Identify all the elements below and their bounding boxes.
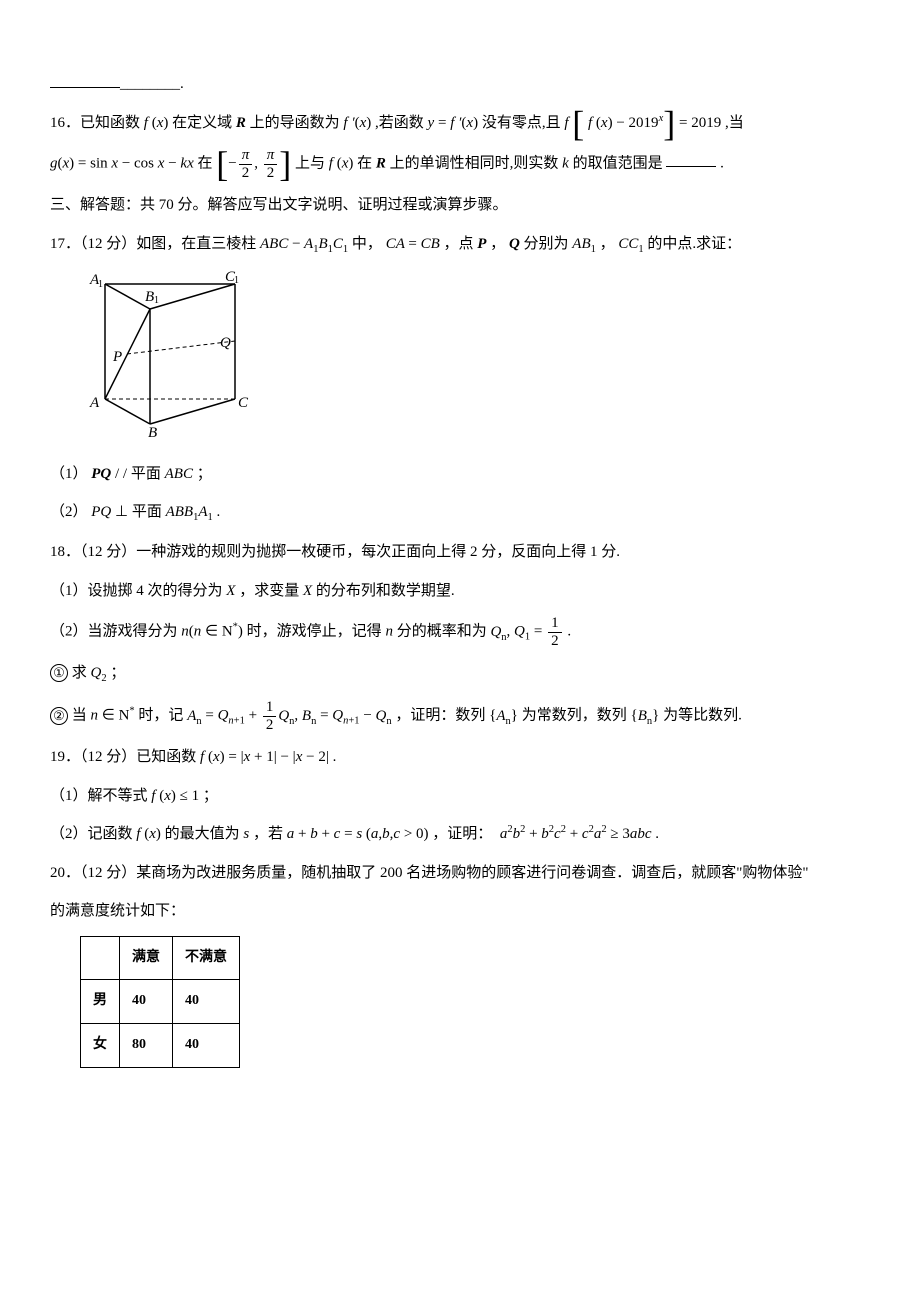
table-row: 女 80 40 xyxy=(81,1024,240,1068)
table-cell: 40 xyxy=(173,1024,240,1068)
q16-t1: 在定义域 xyxy=(172,115,232,131)
question-20-line1: 20．（12 分）某商场为改进服务质量，随机抽取了 200 名进场购物的顾客进行… xyxy=(50,859,870,888)
q18-s1b: ； xyxy=(110,665,125,681)
q16-l2b: 上与 xyxy=(295,155,325,171)
svg-text:1: 1 xyxy=(98,279,103,290)
document-page: ________. 16．已知函数 f (x) 在定义域 R 上的导函数为 f … xyxy=(0,0,920,1116)
q17-m3: ， xyxy=(490,236,505,252)
q17-p1-end: ； xyxy=(197,466,212,482)
q19-p2b: 的最大值为 xyxy=(165,826,240,842)
table-cell: 40 xyxy=(120,980,173,1024)
section-3-heading: 三、解答题：共 70 分。解答应写出文字说明、证明过程或演算步骤。 xyxy=(50,191,870,220)
q16-prefix: 16．已知函数 xyxy=(50,115,140,131)
q19-p1b: ； xyxy=(203,788,218,804)
svg-text:1: 1 xyxy=(234,275,239,286)
q18-p2c: 分的概率和为 xyxy=(397,624,487,640)
svg-text:1: 1 xyxy=(154,295,159,306)
question-16-line1: 16．已知函数 f (x) 在定义域 R 上的导函数为 f ′(x) ,若函数 … xyxy=(50,109,870,138)
table-cell: 满意 xyxy=(120,936,173,980)
q19-part2: （2）记函数 f (x) 的最大值为 s ，若 a + b + c = s (a… xyxy=(50,820,870,849)
svg-text:B: B xyxy=(148,425,157,439)
circled-2-icon: ② xyxy=(50,707,68,725)
prism-figure: A 1 B 1 C 1 A B C P Q xyxy=(80,269,870,450)
q18-s2b: 时，记 xyxy=(138,708,183,724)
q19-p2d: ，证明： xyxy=(432,826,492,842)
q19-p2c: ，若 xyxy=(253,826,283,842)
q17-p1-num: （1） xyxy=(50,466,88,482)
q17-p1-text: 平面 xyxy=(131,466,161,482)
question-16-line2: g(x) = sin x − cos x − kx 在 [−π2, π2] 上与… xyxy=(50,147,870,181)
q17-p2-num: （2） xyxy=(50,504,88,520)
question-18: 18．（12 分）一种游戏的规则为抛掷一枚硬币，每次正面向上得 2 分，反面向上… xyxy=(50,538,870,567)
q16-l2a: 在 xyxy=(198,155,213,171)
q18-p2b: 时，游戏停止，记得 xyxy=(247,624,382,640)
q17-prefix: 17．（12 分）如图，在直三棱柱 xyxy=(50,236,256,252)
q16-l2d: 上的单调性相同时,则实数 xyxy=(390,155,559,171)
table-cell: 女 xyxy=(81,1024,120,1068)
q18-p1a: （1）设抛掷 4 次的得分为 xyxy=(50,583,223,599)
q17-m2: ，点 xyxy=(443,236,473,252)
q16-l2c: 在 xyxy=(357,155,372,171)
q19-end: . xyxy=(333,749,337,765)
q18-s2c: ，证明：数列 xyxy=(395,708,485,724)
q19-p1a: （1）解不等式 xyxy=(50,788,148,804)
q17-m5: ， xyxy=(600,236,615,252)
svg-text:B: B xyxy=(145,289,154,305)
table-header-row: 满意 不满意 xyxy=(81,936,240,980)
q16-l2e: 的取值范围是 xyxy=(573,155,663,171)
satisfaction-table: 满意 不满意 男 40 40 女 80 40 xyxy=(80,936,240,1068)
q16-t2: 上的导函数为 xyxy=(250,115,340,131)
q17-p2-text: 平面 xyxy=(132,504,162,520)
table-cell: 80 xyxy=(120,1024,173,1068)
q17-part1: （1） PQ / / 平面 ABC ； xyxy=(50,460,870,489)
q19-prefix: 19．（12 分）已知函数 xyxy=(50,749,196,765)
q18-p1b: ，求变量 xyxy=(239,583,299,599)
q18-p2d: . xyxy=(567,624,571,640)
q16-t5: ,当 xyxy=(725,115,744,131)
q18-s2e: 为等比数列. xyxy=(663,708,742,724)
q17-p2-end: . xyxy=(217,504,221,520)
question-17: 17．（12 分）如图，在直三棱柱 ABC − A1B1C1 中， CA = C… xyxy=(50,230,870,260)
question-19: 19．（12 分）已知函数 f (x) = |x + 1| − |x − 2| … xyxy=(50,743,870,772)
svg-text:A: A xyxy=(89,395,100,411)
svg-text:P: P xyxy=(112,349,122,365)
q17-m4: 分别为 xyxy=(524,236,569,252)
circled-1-icon: ① xyxy=(50,664,68,682)
table-cell: 40 xyxy=(173,980,240,1024)
q18-s1a: 求 xyxy=(72,665,87,681)
table-cell: 男 xyxy=(81,980,120,1024)
q18-sub2: ② 当 n ∈ N* 时，记 An = Qn+1 + 12Qn, Bn = Qn… xyxy=(50,699,870,733)
svg-text:Q: Q xyxy=(220,335,231,351)
question-20-line2: 的满意度统计如下： xyxy=(50,897,870,926)
blank-period: ________. xyxy=(120,76,184,92)
q19-p2e: . xyxy=(655,826,659,842)
table-cell: 不满意 xyxy=(173,936,240,980)
q18-s2a: 当 xyxy=(72,708,87,724)
q19-part1: （1）解不等式 f (x) ≤ 1 ； xyxy=(50,782,870,811)
svg-text:C: C xyxy=(238,395,249,411)
q17-m6: 的中点.求证： xyxy=(647,236,741,252)
q16-t3: ,若函数 xyxy=(375,115,424,131)
table-row: 男 40 40 xyxy=(81,980,240,1024)
table-cell xyxy=(81,936,120,980)
q17-part2: （2） PQ ⊥ 平面 ABB1A1 . xyxy=(50,498,870,528)
q18-p1c: 的分布列和数学期望. xyxy=(316,583,455,599)
q17-m1: 中， xyxy=(352,236,382,252)
q19-p2a: （2）记函数 xyxy=(50,826,133,842)
q16-t4: 没有零点,且 xyxy=(482,115,561,131)
q16-period: . xyxy=(720,155,724,171)
q18-part1: （1）设抛掷 4 次的得分为 X ，求变量 X 的分布列和数学期望. xyxy=(50,577,870,606)
blank-answer-line: ________. xyxy=(50,70,870,99)
q18-s2d: 为常数列，数列 xyxy=(522,708,627,724)
q18-part2: （2）当游戏得分为 n(n ∈ N*) 时，游戏停止，记得 n 分的概率和为 Q… xyxy=(50,615,870,649)
q18-sub1: ① 求 Q2 ； xyxy=(50,659,870,689)
q18-p2a: （2）当游戏得分为 xyxy=(50,624,178,640)
